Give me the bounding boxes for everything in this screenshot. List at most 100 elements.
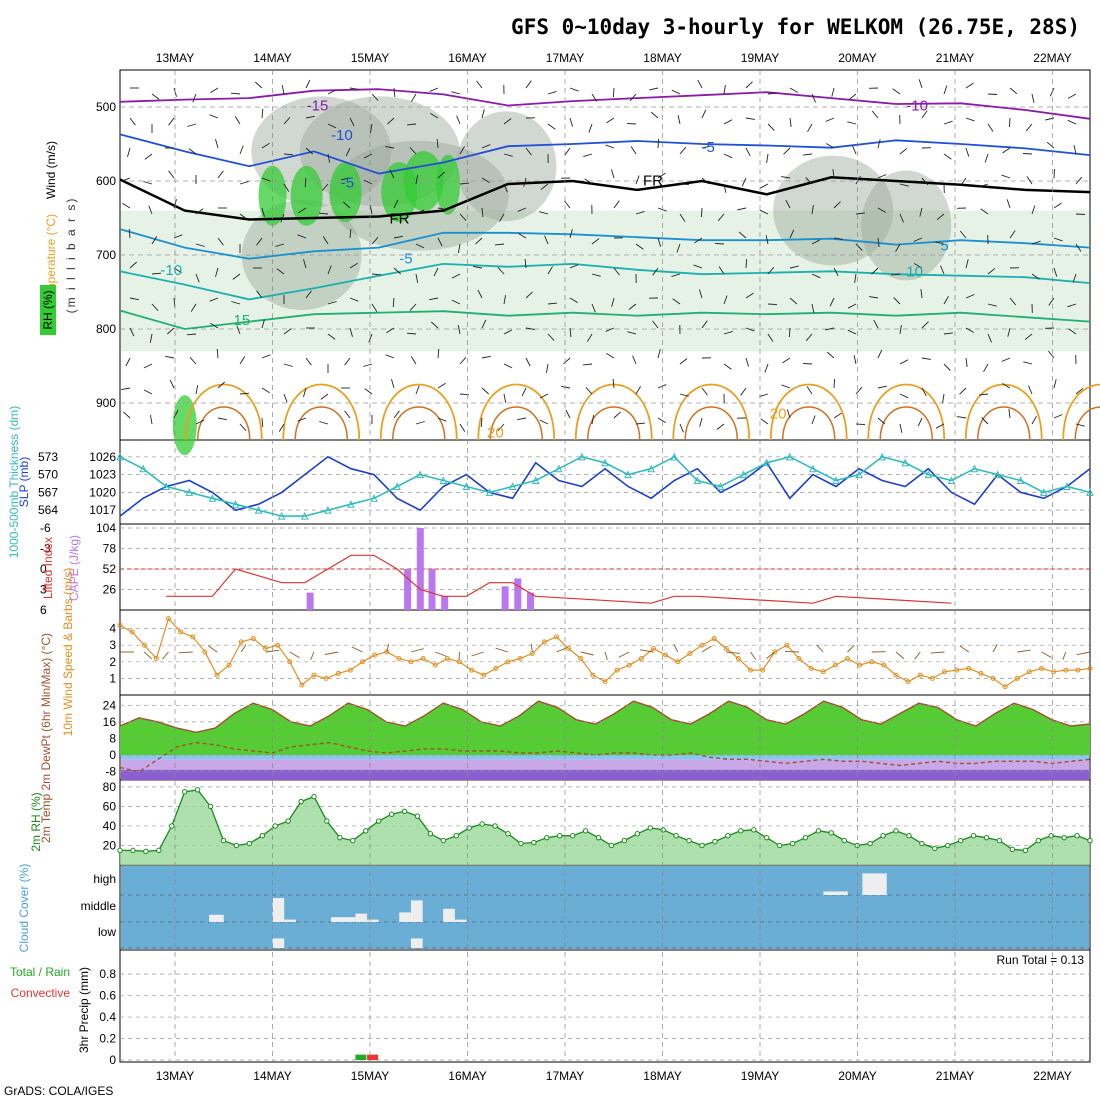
wind-barb [433, 267, 439, 277]
wind-barb [657, 172, 666, 179]
wind-barb [639, 649, 654, 653]
wind-barb [481, 144, 491, 149]
isotherm-lobe-inner [197, 406, 251, 441]
wind-barb [254, 81, 263, 89]
wind-barb [807, 123, 813, 133]
wind-barb [847, 303, 857, 309]
wind-barb [261, 417, 264, 428]
wind-barb [166, 327, 175, 335]
wind-barb [782, 357, 791, 364]
data-point [141, 642, 147, 648]
y-axis-label: 2m RH (%) [29, 792, 43, 851]
wind-barb [239, 181, 249, 185]
wind-barb [503, 118, 512, 125]
wind-barb [162, 651, 169, 660]
data-point [647, 825, 653, 831]
wind-barb [371, 273, 382, 276]
contour-label: -15 [307, 98, 329, 115]
wind-barb [847, 644, 855, 653]
wind-barb [766, 153, 769, 163]
wind-barb [701, 387, 708, 396]
wind-barb [368, 333, 373, 343]
wind-barb [369, 205, 373, 215]
cloud-bar [454, 919, 467, 922]
data-point [901, 458, 910, 467]
wind-barb [767, 266, 775, 275]
y-tick-label-thickness: 570 [38, 468, 58, 482]
x-tick-label-top: 13MAY [156, 51, 194, 65]
wind-barb [940, 265, 945, 275]
cloud-level-label: high [93, 872, 116, 886]
data-point [699, 642, 705, 648]
wind-barb [429, 297, 439, 301]
data-point [802, 834, 809, 841]
wind-barb [256, 237, 263, 246]
wind-barb [921, 387, 927, 397]
wind-barb [298, 207, 307, 214]
data-point [970, 833, 977, 839]
wind-barb [921, 357, 931, 360]
wind-barb [327, 265, 332, 275]
data-point [1061, 834, 1067, 841]
wind-barb [364, 388, 373, 395]
wind-barb [980, 208, 989, 215]
wind-barb [987, 333, 992, 343]
y-tick-label: 900 [96, 396, 116, 410]
wind-barb [627, 331, 637, 335]
wind-barb [673, 644, 679, 653]
wind-barb [784, 650, 800, 653]
data-point [970, 464, 979, 473]
wind-barb [437, 382, 446, 389]
wind-barb [1017, 649, 1031, 653]
li-tick-label: -3 [40, 542, 51, 556]
wind-barb [1047, 350, 1055, 359]
data-point [569, 833, 576, 839]
data-point [337, 834, 343, 841]
wind-speed-line [119, 617, 1091, 688]
isotherm-lobe-inner [879, 406, 933, 441]
y-tick-label: 0.2 [99, 1032, 116, 1046]
wind-barb [539, 393, 549, 399]
wind-barb [415, 243, 425, 249]
wind-barb [871, 110, 879, 119]
data-point [439, 476, 448, 485]
wind-barb [679, 146, 687, 155]
contour-label: 10 [906, 263, 923, 280]
wind-barb [781, 384, 791, 389]
isotherm-lobe-inner [684, 406, 738, 441]
wind-barb [1009, 87, 1018, 95]
wind-barb [745, 327, 755, 332]
wind-barb [499, 213, 505, 222]
data-point [815, 828, 822, 834]
data-point [880, 833, 886, 839]
wind-barb [261, 108, 264, 119]
data-point [169, 823, 175, 829]
wind-barb [899, 325, 902, 335]
x-tick-label-bottom: 13MAY [156, 1069, 194, 1083]
cloud-bar [862, 873, 887, 895]
wind-barb [349, 228, 352, 239]
data-point [324, 506, 332, 514]
wind-barb [825, 327, 835, 331]
data-point [517, 655, 523, 661]
data-point [505, 831, 511, 837]
wind-barb [877, 417, 886, 425]
data-point [324, 818, 330, 824]
wind-barb [280, 213, 285, 223]
y-tick-label: 20 [103, 838, 117, 852]
wind-barb [1024, 333, 1033, 341]
data-point [427, 831, 434, 837]
data-point [208, 494, 217, 502]
rh-core [436, 154, 460, 215]
wind-barb [959, 387, 967, 395]
panel-frame-precip [119, 949, 1091, 1063]
wind-barb [914, 651, 921, 660]
data-point [117, 847, 123, 854]
wind-barb [327, 153, 331, 163]
wind-barb [436, 138, 439, 149]
data-point [772, 649, 778, 655]
wind-barb [848, 93, 857, 101]
wind-barb [569, 87, 579, 92]
wind-barb [629, 93, 637, 102]
data-point [214, 672, 220, 678]
